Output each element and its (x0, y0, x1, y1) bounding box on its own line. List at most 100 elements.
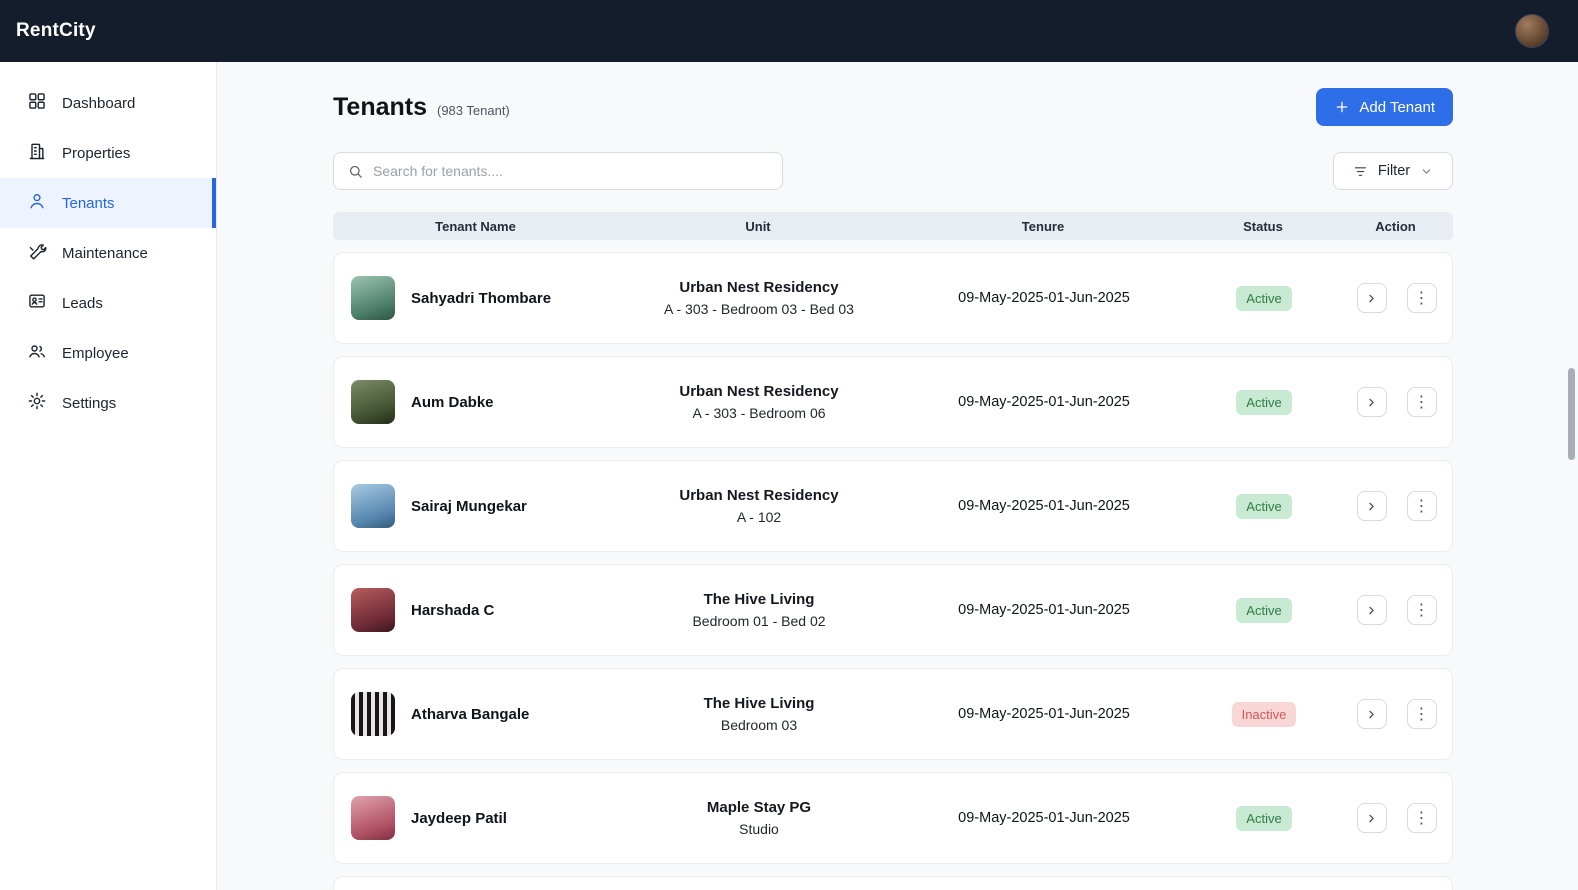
tenant-avatar (351, 692, 395, 736)
tenure-value: 09-May-2025-01-Jun-2025 (958, 290, 1130, 306)
tenant-row[interactable]: Sairaj Mungekar Urban Nest Residency A -… (333, 460, 1453, 552)
property-name: The Hive Living (703, 695, 815, 712)
search-box (333, 152, 783, 190)
chevron-right-icon (1365, 292, 1378, 305)
tenure-value: 09-May-2025-01-Jun-2025 (958, 394, 1130, 410)
chevron-right-icon (1365, 396, 1378, 409)
table-header: Tenant Name Unit Tenure Status Action (333, 212, 1453, 240)
tenant-row[interactable]: Sahyadri Thombare Urban Nest Residency A… (333, 252, 1453, 344)
dashboard-icon (27, 91, 47, 115)
status-badge: Active (1236, 597, 1292, 623)
property-name: Urban Nest Residency (679, 279, 839, 296)
search-input[interactable] (373, 163, 769, 179)
sidebar-item-employee[interactable]: Employee (0, 328, 216, 378)
main-content: Tenants (983 Tenant) Add Tenant Filter T… (217, 62, 1578, 890)
tenant-avatar (351, 796, 395, 840)
tenant-avatar (351, 380, 395, 424)
tenant-name: Jaydeep Patil (411, 809, 507, 827)
unit-detail: Studio (739, 821, 779, 837)
tenant-name: Aum Dabke (411, 393, 494, 411)
building-icon (27, 141, 47, 165)
topbar: RentCity (0, 0, 1578, 62)
unit-detail: Bedroom 03 (720, 717, 798, 733)
row-open-button[interactable] (1356, 803, 1387, 833)
status-badge: Active (1236, 493, 1292, 519)
kebab-menu-icon: ⋮ (1413, 600, 1430, 619)
sidebar-item-label: Leads (62, 294, 103, 312)
row-more-button[interactable]: ⋮ (1406, 283, 1437, 313)
tenant-row[interactable]: Atharva Bangale The Hive Living Bedroom … (333, 668, 1453, 760)
column-header-tenure: Tenure (1021, 218, 1065, 234)
row-open-button[interactable] (1356, 491, 1387, 521)
sidebar-item-dashboard[interactable]: Dashboard (0, 78, 216, 128)
search-icon (347, 163, 364, 180)
row-more-button[interactable]: ⋮ (1406, 803, 1437, 833)
unit-detail: A - 303 - Bedroom 03 - Bed 03 (664, 301, 854, 317)
row-open-button[interactable] (1356, 387, 1387, 417)
property-name: The Hive Living (703, 591, 815, 608)
row-more-button[interactable]: ⋮ (1406, 595, 1437, 625)
sidebar-item-label: Properties (62, 144, 131, 162)
tenant-name: Sahyadri Thombare (411, 289, 552, 307)
column-header-unit: Unit (745, 218, 771, 234)
kebab-menu-icon: ⋮ (1413, 288, 1430, 307)
tenant-avatar (351, 484, 395, 528)
row-open-button[interactable] (1356, 283, 1387, 313)
property-name: Urban Nest Residency (679, 487, 839, 504)
tenant-avatar (351, 588, 395, 632)
scrollbar-thumb[interactable] (1568, 368, 1575, 460)
column-header-action: Action (1375, 218, 1416, 234)
status-badge: Active (1236, 389, 1292, 415)
sidebar-item-properties[interactable]: Properties (0, 128, 216, 178)
filter-label: Filter (1377, 163, 1411, 179)
property-name: Urban Nest Residency (679, 383, 839, 400)
column-header-tenant-name: Tenant Name (435, 218, 516, 234)
tenant-name: Harshada C (411, 601, 495, 619)
tenant-count: (983 Tenant) (437, 102, 510, 118)
row-more-button[interactable]: ⋮ (1406, 387, 1437, 417)
tenure-value: 09-May-2025-01-Jun-2025 (958, 498, 1130, 514)
row-more-button[interactable]: ⋮ (1406, 491, 1437, 521)
property-name: Maple Stay PG (706, 799, 812, 816)
add-tenant-label: Add Tenant (1359, 98, 1435, 116)
status-badge: Inactive (1231, 701, 1297, 727)
row-open-button[interactable] (1356, 699, 1387, 729)
sidebar-item-maintenance[interactable]: Maintenance (0, 228, 216, 278)
chevron-down-icon (1420, 165, 1433, 178)
row-more-button[interactable]: ⋮ (1406, 699, 1437, 729)
tenant-row-partial[interactable] (333, 876, 1453, 890)
profile-avatar[interactable] (1515, 14, 1549, 48)
unit-detail: Bedroom 01 - Bed 02 (692, 613, 826, 629)
sidebar-item-label: Dashboard (62, 94, 136, 112)
tenant-avatar (351, 276, 395, 320)
row-open-button[interactable] (1356, 595, 1387, 625)
sidebar: Dashboard Properties Tenants Maintenance… (0, 62, 217, 890)
tenure-value: 09-May-2025-01-Jun-2025 (958, 810, 1130, 826)
kebab-menu-icon: ⋮ (1413, 392, 1430, 411)
kebab-menu-icon: ⋮ (1413, 704, 1430, 723)
add-tenant-button[interactable]: Add Tenant (1316, 88, 1453, 126)
contact-card-icon (27, 291, 47, 315)
sidebar-item-label: Tenants (62, 194, 115, 212)
page-title: Tenants (333, 92, 427, 121)
tools-icon (27, 241, 47, 265)
people-icon (27, 341, 47, 365)
sidebar-item-tenants[interactable]: Tenants (0, 178, 216, 228)
tenant-name: Sairaj Mungekar (411, 497, 527, 515)
unit-detail: A - 102 (736, 509, 782, 525)
sidebar-item-label: Settings (62, 394, 117, 412)
gear-icon (27, 391, 47, 415)
sidebar-item-leads[interactable]: Leads (0, 278, 216, 328)
chevron-right-icon (1365, 812, 1378, 825)
tenant-row[interactable]: Aum Dabke Urban Nest Residency A - 303 -… (333, 356, 1453, 448)
tenant-name: Atharva Bangale (411, 705, 530, 723)
sidebar-item-label: Maintenance (62, 244, 148, 262)
filter-button[interactable]: Filter (1333, 152, 1453, 190)
tenant-row[interactable]: Harshada C The Hive Living Bedroom 01 - … (333, 564, 1453, 656)
app-logo: RentCity (16, 20, 96, 41)
status-badge: Active (1236, 285, 1292, 311)
filter-icon (1353, 164, 1368, 179)
kebab-menu-icon: ⋮ (1413, 808, 1430, 827)
tenant-row[interactable]: Jaydeep Patil Maple Stay PG Studio 09-Ma… (333, 772, 1453, 864)
sidebar-item-settings[interactable]: Settings (0, 378, 216, 428)
